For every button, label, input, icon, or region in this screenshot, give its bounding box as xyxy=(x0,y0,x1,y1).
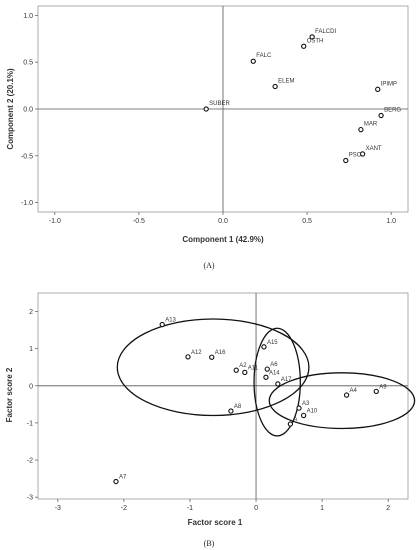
data-point-a10 xyxy=(300,412,307,419)
point-label-osth: OSTH xyxy=(307,38,324,44)
panel-a-x-tick-label: 1.0 xyxy=(386,218,396,225)
panel-b-y-tick-label: 2 xyxy=(29,309,33,316)
data-point-mar xyxy=(358,126,364,133)
point-label-a11: A11 xyxy=(248,365,259,371)
point-label-a16: A16 xyxy=(215,350,226,356)
cluster-ellipse-group-middle xyxy=(253,327,301,437)
data-point-a16 xyxy=(209,354,215,360)
panel-a-y-tick-label: -0.5 xyxy=(21,153,33,160)
panel-a-y-tick-label: -1.0 xyxy=(21,200,33,207)
data-point-a3 xyxy=(296,405,302,411)
cluster-ellipse-group-left xyxy=(116,318,310,417)
point-label-a10: A10 xyxy=(307,408,318,414)
data-point-pso xyxy=(343,157,349,164)
panel-a-x-axis-label: Component 1 (42.9%) xyxy=(182,235,264,244)
panel-b-x-tick-label: 0 xyxy=(254,505,258,512)
panel-a-x-tick-label: 0.0 xyxy=(218,218,228,225)
panel-b-y-tick-label: -2 xyxy=(27,458,33,465)
panel-a-x-tick-label: -0.5 xyxy=(133,218,145,225)
point-label-xant: XANT xyxy=(366,146,382,152)
panel-b-y-tick-label: -3 xyxy=(27,495,33,502)
point-label-a17: A17 xyxy=(281,377,292,383)
point-label-a13: A13 xyxy=(165,318,176,324)
panel-a-caption: (A) xyxy=(203,261,214,270)
point-label-falc: FALC xyxy=(256,53,272,59)
point-label-a2: A2 xyxy=(239,363,247,369)
panel-a-y-tick-label: 0.0 xyxy=(23,107,33,114)
point-label-a15: A15 xyxy=(267,340,278,346)
data-point-a12 xyxy=(185,354,191,360)
panel-b-y-tick-label: 0 xyxy=(29,383,33,390)
panel-a-y-axis-label: Component 2 (20.1%) xyxy=(6,68,15,150)
data-point-a6 xyxy=(264,366,270,372)
panel-b-x-tick-label: 2 xyxy=(386,505,390,512)
data-point-berg xyxy=(378,112,384,119)
panel-a-scatter: -1.0 -0.5 0.0 0.5 1.0 1.0 0.5 0.0 -0.5 -1.0 FALCD… xyxy=(6,5,409,270)
point-label-a14: A14 xyxy=(269,370,280,376)
point-label-elem: ELEM xyxy=(278,79,294,85)
panel-a-x-tick-label: -1.0 xyxy=(49,218,61,225)
panel-b-x-tick-label: 1 xyxy=(320,505,324,512)
point-label-a3: A3 xyxy=(302,401,310,407)
point-label-a4: A4 xyxy=(350,388,358,394)
panel-b-caption: (B) xyxy=(204,539,215,548)
data-point-falc xyxy=(250,58,256,64)
panel-b-y-tick-label: -1 xyxy=(27,420,33,427)
data-point-ipimp xyxy=(375,86,381,92)
data-point-a11 xyxy=(242,369,248,376)
data-point-osth xyxy=(301,43,307,49)
panel-b-x-tick-label: -1 xyxy=(187,505,193,512)
data-point-a17 xyxy=(275,381,281,387)
data-point-a8 xyxy=(228,408,234,414)
data-point-a4 xyxy=(343,392,350,398)
point-label-berg: BERG xyxy=(384,108,401,114)
data-point-xant xyxy=(359,151,366,157)
point-label-falcdi: FALCDI xyxy=(315,29,336,35)
panel-b-y-tick-label: 1 xyxy=(29,346,33,353)
panel-b-y-axis-label: Factor score 2 xyxy=(5,367,14,422)
data-point-a9 xyxy=(373,388,379,395)
data-point-a xyxy=(287,421,294,427)
point-label-pso: PSO xyxy=(349,153,362,159)
point-label-a6: A6 xyxy=(270,362,278,368)
panel-a-y-tick-label: 1.0 xyxy=(23,13,33,20)
point-label-a7: A7 xyxy=(119,475,127,481)
data-point-a13 xyxy=(159,321,165,328)
point-label-suber: SUBER xyxy=(209,101,230,107)
point-label-a8: A8 xyxy=(234,404,242,410)
data-point-suber xyxy=(203,106,209,112)
point-label-a12: A12 xyxy=(191,350,202,356)
panel-b-x-axis-label: Factor score 1 xyxy=(188,518,243,527)
panel-a-x-tick-label: 0.5 xyxy=(302,218,312,225)
panel-b-x-tick-label: -2 xyxy=(121,505,127,512)
panel-b-x-tick-label: -3 xyxy=(55,505,61,512)
panel-a-y-tick-label: 0.5 xyxy=(23,60,33,67)
point-label-ipimp: IPIMP xyxy=(381,81,397,87)
data-point-a2 xyxy=(233,367,239,373)
cluster-ellipse-group-right xyxy=(268,372,416,430)
data-point-a7 xyxy=(113,478,119,485)
point-label-a: A xyxy=(293,417,297,423)
panel-b-plot-frame xyxy=(37,292,409,500)
data-point-falcdi xyxy=(309,34,315,40)
data-point-a14 xyxy=(263,374,269,380)
point-label-a9: A9 xyxy=(379,384,387,390)
panel-b-scatter: -3 -2 -1 0 1 2 2 1 0 -1 -2 -3 A13 A12 A16 A15 A6 A2 A11 A1… xyxy=(5,292,416,548)
point-label-mar: MAR xyxy=(364,122,378,128)
data-point-a15 xyxy=(261,344,267,350)
data-point-elem xyxy=(272,83,278,90)
